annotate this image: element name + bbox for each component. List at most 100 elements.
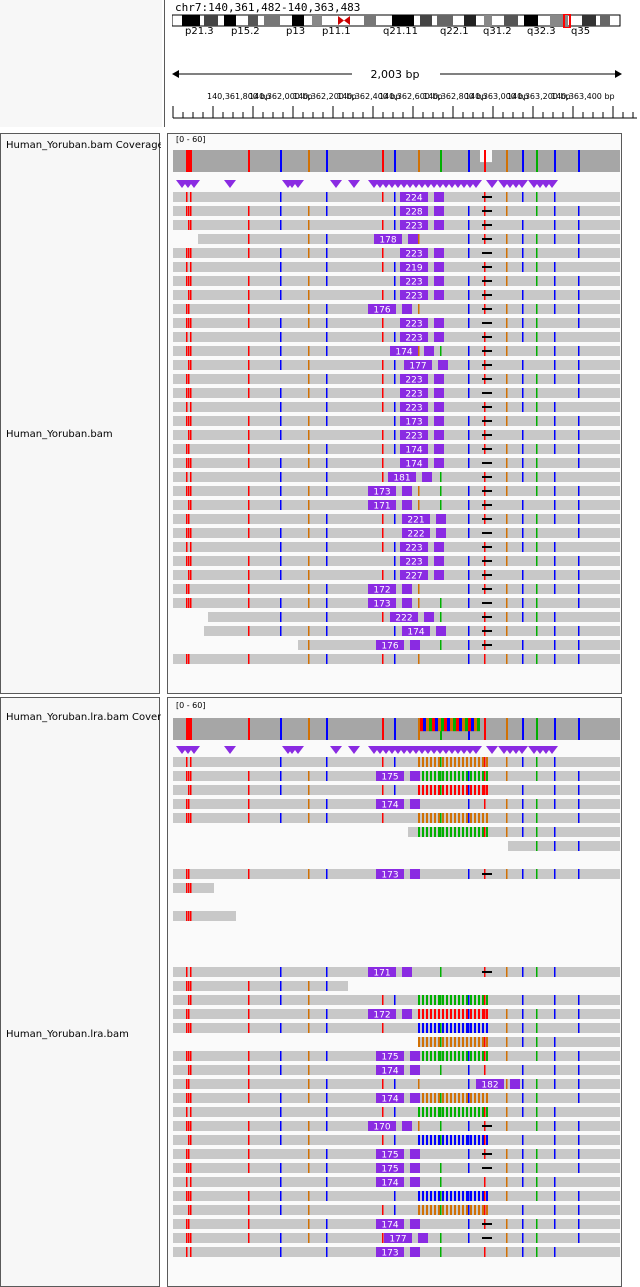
deletion	[482, 322, 492, 324]
insertion-marker	[224, 180, 236, 188]
read-mismatch	[418, 500, 420, 510]
ideogram-band	[437, 15, 453, 26]
insertion-box	[436, 514, 446, 524]
read-mismatch	[536, 276, 538, 286]
deletion	[482, 224, 492, 226]
read-mismatch	[454, 1205, 456, 1215]
read	[173, 528, 620, 538]
read-mismatch	[394, 757, 396, 767]
read-mismatch	[188, 654, 190, 664]
read-mismatch	[470, 1107, 472, 1117]
deletion	[482, 392, 492, 394]
read-mismatch	[466, 1107, 468, 1117]
read-mismatch	[506, 1009, 508, 1019]
track-data-panel-2[interactable]: [0 - 60] 175 174 173 171 172 175 174 182 174 170 1…	[167, 697, 622, 1287]
read-mismatch	[426, 1093, 428, 1103]
read-mismatch	[308, 640, 310, 650]
coverage-track-name[interactable]: Human_Yoruban.bam Coverage	[6, 140, 161, 151]
deletion	[482, 616, 492, 618]
read-mismatch	[430, 827, 432, 837]
read-mismatch	[522, 1163, 524, 1173]
read-mismatch	[190, 388, 192, 398]
read-mismatch	[326, 304, 328, 314]
read-mismatch	[474, 813, 476, 823]
read-mismatch	[248, 1135, 250, 1145]
alignment-track-name[interactable]: Human_Yoruban.bam	[6, 429, 113, 440]
read-mismatch	[462, 1023, 464, 1033]
insertion-box	[434, 276, 444, 286]
alignment-track-name[interactable]: Human_Yoruban.lra.bam	[6, 1029, 129, 1040]
read-mismatch	[506, 542, 508, 552]
read-mismatch	[522, 1023, 524, 1033]
read-mismatch	[536, 1037, 538, 1047]
read-mismatch	[440, 500, 442, 510]
read-mismatch	[468, 514, 470, 524]
read-mismatch	[326, 192, 328, 202]
read-mismatch	[280, 981, 282, 991]
chromosome-ideogram[interactable]	[172, 14, 627, 28]
insertion-label: 174	[381, 801, 398, 811]
read-mismatch	[554, 967, 556, 977]
insertion-box	[376, 1163, 404, 1173]
read-mismatch	[446, 1093, 448, 1103]
insertion-box	[404, 360, 432, 370]
coverage-variant	[484, 718, 486, 740]
read-mismatch	[506, 967, 508, 977]
ideogram-band	[420, 15, 432, 26]
read-mismatch	[554, 276, 556, 286]
header-content[interactable]: chr7:140,361,482-140,363,483 p21.3 p15.2…	[167, 0, 640, 127]
read-mismatch	[450, 1051, 452, 1061]
read-mismatch	[186, 458, 188, 468]
coverage-track-name[interactable]: Human_Yoruban.lra.bam Coverage	[6, 712, 161, 723]
deletion	[482, 588, 492, 590]
read-mismatch	[468, 1233, 470, 1243]
read-mismatch	[188, 360, 190, 370]
read-mismatch	[468, 1079, 470, 1089]
insertion-label: 175	[381, 1053, 398, 1063]
read-mismatch	[554, 1247, 556, 1257]
read-mismatch	[422, 771, 424, 781]
read-mismatch	[468, 206, 470, 216]
read-mismatch	[426, 1037, 428, 1047]
read-mismatch	[188, 290, 190, 300]
read-mismatch	[536, 318, 538, 328]
centromere	[338, 16, 344, 25]
ruler-ticks[interactable]: 140,361,800 bp 140,362,000 bp 140,362,20…	[167, 92, 640, 122]
coverage-variant	[190, 718, 192, 740]
read-mismatch	[308, 1149, 310, 1159]
read-mismatch	[186, 248, 188, 258]
read-mismatch	[280, 1107, 282, 1117]
insertion-label: 173	[405, 418, 422, 428]
read-mismatch	[578, 430, 580, 440]
read-mismatch	[468, 813, 470, 823]
read-mismatch	[190, 1093, 192, 1103]
read-mismatch	[190, 1023, 192, 1033]
read-mismatch	[326, 584, 328, 594]
read-mismatch	[280, 1023, 282, 1033]
read-mismatch	[482, 1009, 484, 1019]
read-mismatch	[536, 1093, 538, 1103]
insertion-box	[434, 556, 444, 566]
alignment-view-1[interactable]: 224 228 223 178 223 219 223 223 176 223 223 174 177 2…	[168, 134, 621, 693]
ruler-tick-label: 140,363,200 bp	[507, 92, 571, 101]
read-mismatch	[458, 1009, 460, 1019]
read-mismatch	[536, 827, 538, 837]
insertion-marker	[546, 180, 558, 188]
read-mismatch	[470, 1093, 472, 1103]
read-mismatch	[190, 1135, 192, 1145]
read-mismatch	[280, 598, 282, 608]
read-mismatch	[474, 1135, 476, 1145]
coverage-variant	[477, 718, 480, 732]
read-mismatch	[186, 1149, 188, 1159]
read-mismatch	[422, 995, 424, 1005]
ruler-axis	[172, 106, 637, 119]
track-data-panel-1[interactable]: [0 - 60] 224 228 223 178 223 219 223 223 176 223 2…	[167, 133, 622, 694]
coverage-variant	[280, 718, 282, 740]
insertion-box	[418, 1233, 428, 1243]
read-mismatch	[434, 1037, 436, 1047]
read-mismatch	[478, 1135, 480, 1145]
read-mismatch	[186, 528, 188, 538]
alignment-view-2[interactable]: 175 174 173 171 172 175 174 182 174 170 175 175 174 1…	[168, 698, 621, 1286]
read-mismatch	[470, 995, 472, 1005]
read-mismatch	[466, 771, 468, 781]
